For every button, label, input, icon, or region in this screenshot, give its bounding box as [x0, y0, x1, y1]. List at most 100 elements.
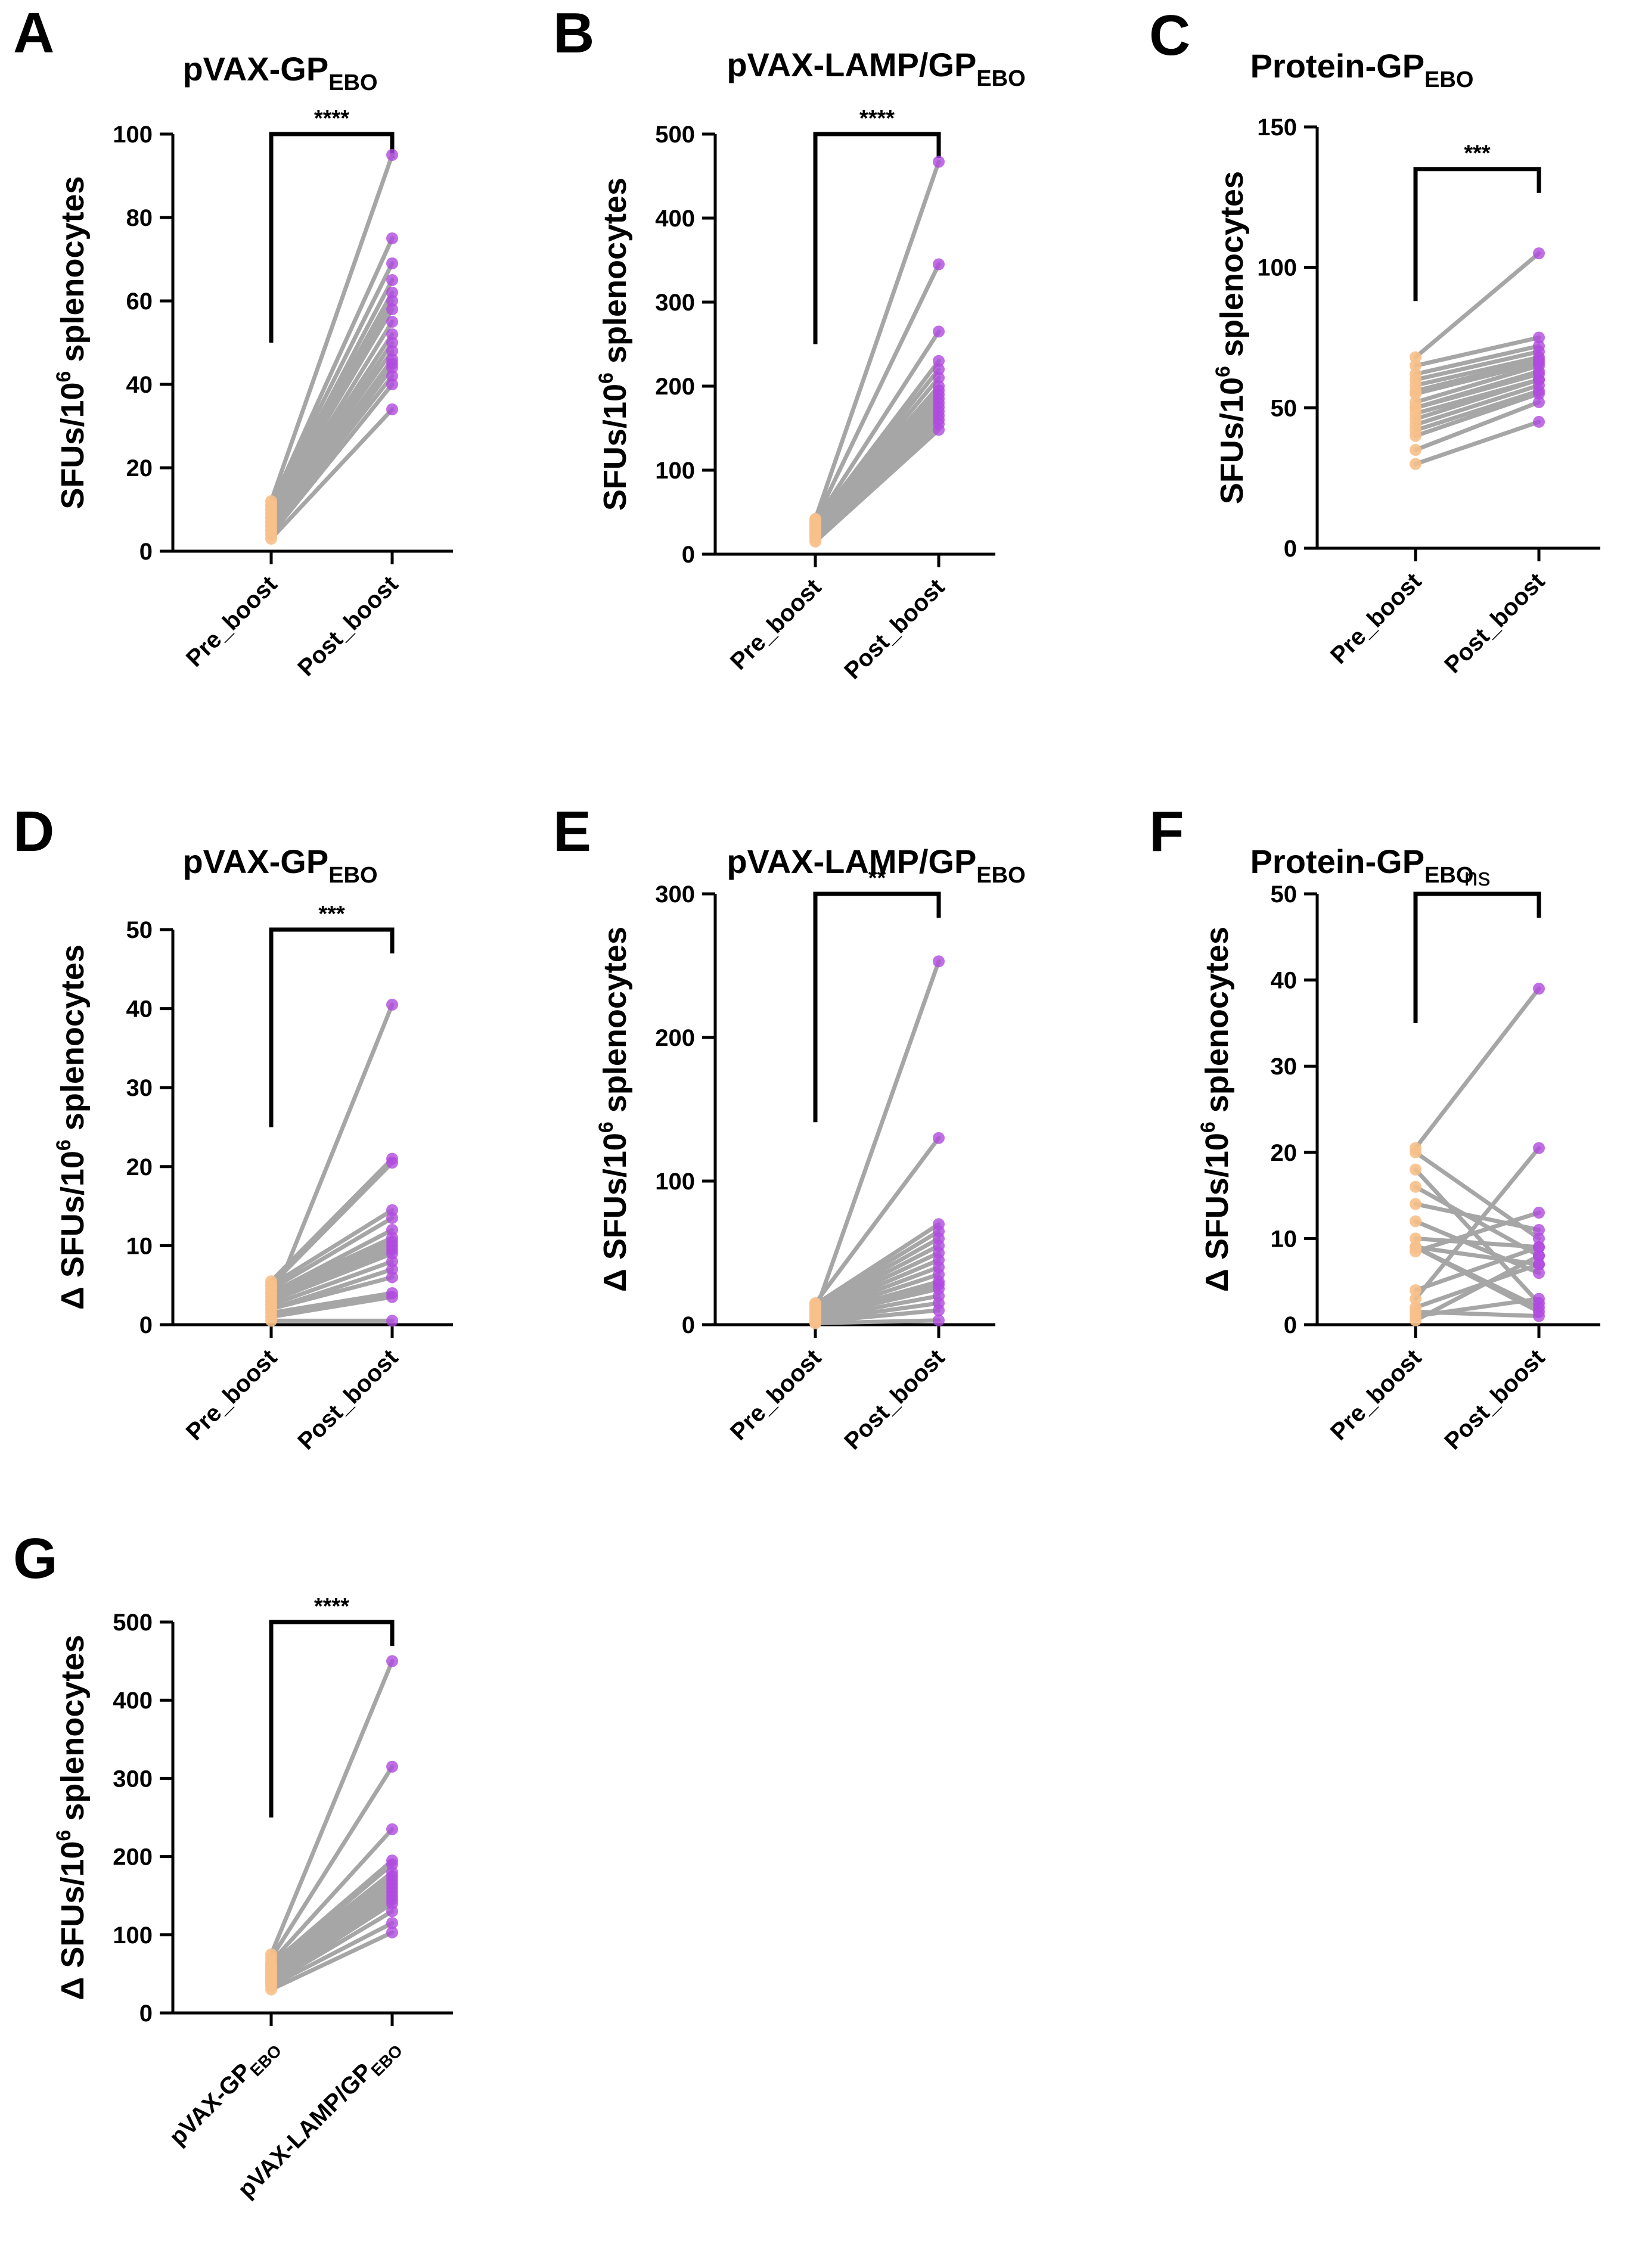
post-point — [386, 1823, 398, 1835]
post-point — [933, 1314, 945, 1326]
pair-line — [269, 1247, 395, 1303]
pair-line — [269, 340, 395, 524]
x-tick-label: Pre_boost — [1326, 1344, 1426, 1445]
post-point — [386, 378, 398, 390]
pair-line — [813, 1301, 941, 1323]
y-tick-label: 300 — [113, 1766, 153, 1792]
y-tick-label: 400 — [113, 1688, 153, 1714]
pair-line — [1413, 1245, 1541, 1267]
pair-line — [813, 1222, 941, 1307]
pair-line — [269, 1259, 395, 1307]
pair-line — [1413, 1245, 1541, 1293]
x-tick-label: Post_boost — [293, 571, 403, 681]
pre-point — [1410, 1241, 1421, 1253]
chart-title-sub: EBO — [1424, 863, 1473, 888]
pair-line — [1413, 1309, 1541, 1319]
pre-point — [1410, 368, 1421, 380]
pair-line — [269, 1160, 395, 1288]
significance-bracket — [269, 927, 395, 1127]
post-point — [386, 1655, 398, 1667]
post-point — [386, 295, 398, 307]
pair-line — [1413, 344, 1541, 377]
pair-line — [1413, 335, 1541, 368]
post-point — [1533, 1250, 1545, 1262]
x-tick-label-main: Post_boost — [293, 1344, 403, 1455]
panel-letter: C — [1149, 4, 1190, 67]
y-tick-label: 20 — [126, 1154, 153, 1180]
panel-letter: D — [13, 800, 54, 863]
pair-line — [1413, 1210, 1541, 1254]
x-tick-label: Pre_boost — [1326, 568, 1426, 669]
post-point — [933, 1278, 945, 1291]
pair-line — [813, 1294, 941, 1321]
chart-title: pVAX-GPEBO — [182, 50, 377, 95]
y-tick-label: 60 — [126, 288, 153, 315]
pre-point — [265, 1275, 277, 1288]
chart-title-main: pVAX-GP — [182, 843, 328, 880]
significance-label: **** — [314, 106, 349, 131]
y-tick-label: 400 — [655, 206, 695, 232]
post-point — [1533, 983, 1545, 995]
pair-line — [269, 1659, 395, 1957]
y-tick-label: 200 — [113, 1844, 153, 1871]
pre-point — [1410, 444, 1421, 456]
post-point — [1533, 1142, 1545, 1154]
x-tick-label: Pre_boost — [725, 1344, 826, 1445]
pair-line — [269, 365, 395, 533]
pair-line — [813, 1136, 941, 1306]
pair-line — [813, 1308, 941, 1324]
pair-line — [1413, 377, 1541, 416]
chart-title-sub: EBO — [976, 66, 1025, 91]
y-tick-label: 300 — [655, 881, 695, 908]
y-tick-label: 0 — [139, 1312, 153, 1338]
post-point — [1533, 415, 1545, 428]
pair-line — [269, 357, 395, 529]
post-point — [1533, 1232, 1545, 1245]
pair-line — [813, 959, 941, 1314]
y-tick-label: 300 — [655, 290, 695, 316]
chart-title: pVAX-LAMP/GPEBO — [727, 843, 1025, 888]
x-tick-label: Post_boost — [839, 1344, 949, 1455]
pre-point — [1410, 359, 1421, 372]
post-point — [386, 337, 398, 349]
pair-line — [1413, 389, 1541, 433]
pair-line — [813, 160, 941, 521]
y-axis-label: Δ SFUs/106 splenocytes — [595, 927, 633, 1292]
y-tick-label: 0 — [139, 2000, 153, 2027]
pair-line — [269, 1216, 395, 1291]
x-tick-label: pVAX-GPEBO — [164, 2033, 285, 2154]
panel-letter: G — [13, 1527, 58, 1590]
y-tick-label: 100 — [113, 122, 153, 148]
y-tick-label: 0 — [139, 539, 153, 565]
post-point — [386, 328, 398, 340]
y-axis-label-rest: splenocytes — [1199, 927, 1235, 1121]
y-tick-label: 30 — [126, 1075, 153, 1101]
post-point — [933, 325, 945, 338]
pair-line — [813, 427, 941, 544]
pair-line — [269, 1002, 395, 1307]
y-axis-label-main: Δ SFUs/10 — [55, 1151, 91, 1310]
pre-point — [1410, 1163, 1421, 1176]
pre-point — [265, 495, 277, 507]
y-tick-label: 10 — [126, 1233, 153, 1259]
y-axis-label-rest: splenocytes — [597, 927, 633, 1121]
pre-point — [1410, 351, 1421, 363]
pre-point — [809, 1297, 821, 1309]
chart-title-sub: EBO — [976, 863, 1025, 888]
pair-line — [1413, 986, 1541, 1151]
pre-point — [809, 512, 821, 525]
panel-f: F Protein-GPEBO 0 10 20 30 40 50 Δ SFUs/106 sple… — [1149, 800, 1600, 1455]
y-tick-label: 200 — [655, 1025, 695, 1051]
panel-letter: B — [553, 1, 594, 65]
pair-line — [1413, 349, 1541, 382]
pair-line — [1413, 1262, 1541, 1310]
y-tick-label: 500 — [655, 122, 695, 148]
pair-line — [269, 319, 395, 520]
post-point — [386, 1917, 398, 1930]
pair-line — [1413, 251, 1541, 359]
x-tick-label-main: Pre_boost — [181, 571, 282, 672]
significance-bracket — [813, 132, 941, 344]
